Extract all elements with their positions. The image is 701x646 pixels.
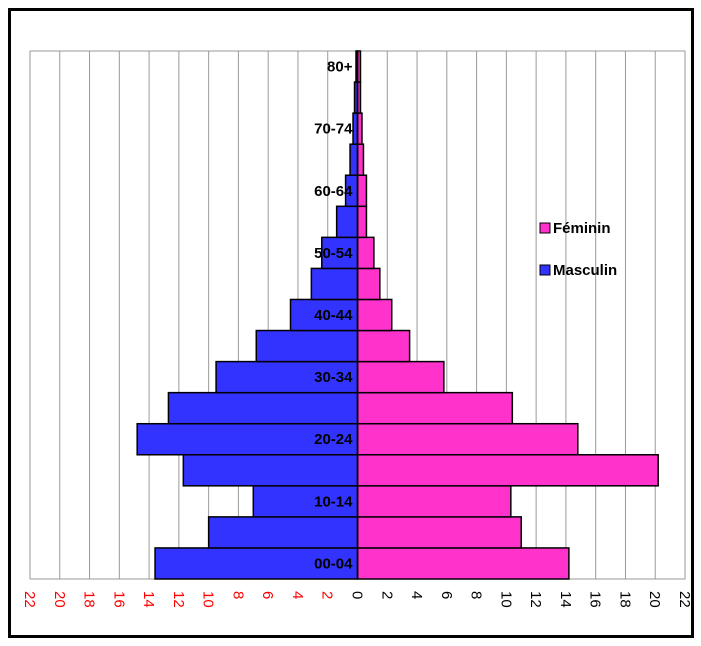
bar-feminin-20-24 [356,422,579,456]
tick-label: 22 [21,591,38,608]
tick-label: 6 [438,591,455,599]
bar-masculin-00-04 [154,547,359,580]
age-label-60-64: 60-64 [314,183,353,200]
legend-label-masculin: Masculin [553,262,617,279]
bar-masculin-05-09 [207,516,359,549]
bar-feminin-00-04 [356,547,570,580]
tick-label: 10 [200,591,217,608]
tick-label: 2 [378,591,395,599]
tick-label: 4 [408,591,425,599]
bar-feminin-10-14 [356,485,512,518]
bar-feminin-40-44 [356,298,393,332]
tick-label: 12 [170,591,187,608]
bar-feminin-45-49 [356,267,381,301]
tick-label: 20 [51,591,68,608]
tick-label: 8 [229,591,246,599]
legend-swatch-masculin [539,264,551,276]
population-pyramid-chart: 00-04 10-14 20-24 30-34 40-44 50-54 60-64 70-74… [21,50,691,608]
bar-feminin-55-59 [356,205,368,239]
age-label-30-34: 30-34 [314,369,353,386]
chart-frame: 00-04 10-14 20-24 30-34 40-44 50-54 60-64 70-74… [8,8,694,638]
tick-label: 14 [140,591,157,608]
tick-label: 10 [497,591,514,608]
bar-feminin-65-69 [356,143,365,176]
bar-feminin-25-29 [356,391,514,425]
age-label-70-74: 70-74 [314,121,353,138]
bar-masculin-20-24 [136,422,359,456]
tick-label: 4 [289,591,306,599]
tick-label: 16 [587,591,604,608]
age-label-00-04: 00-04 [314,555,353,572]
bar-masculin-55-59 [335,205,359,239]
legend-label-feminin: Féminin [553,220,611,237]
tick-label: 8 [468,591,485,599]
age-label-50-54: 50-54 [314,245,353,262]
bar-feminin-50-54 [356,236,375,270]
x-axis-ticks: 22 20 18 16 14 12 10 8 6 4 2 0 2 4 6 8 10 12 14 16 18 20 22 [21,591,691,608]
tick-label: 12 [527,591,544,608]
age-label-10-14: 10-14 [314,493,353,510]
tick-label: 22 [676,591,691,608]
age-labels: 00-04 10-14 20-24 30-34 40-44 50-54 60-64 70-74… [314,59,353,573]
bar-feminin-35-39 [356,329,411,363]
tick-label: 18 [81,591,98,608]
bar-masculin-15-19 [182,454,359,487]
tick-label: 20 [646,591,663,608]
tick-label: 2 [319,591,336,599]
legend-swatch-feminin [539,222,551,234]
tick-label: 16 [110,591,127,608]
bar-feminin-15-19 [356,454,659,487]
bar-masculin-25-29 [167,391,359,425]
tick-label: 6 [259,591,276,599]
bar-feminin-05-09 [356,516,522,549]
tick-label: 18 [616,591,633,608]
bar-masculin-45-49 [310,267,359,301]
tick-label: 0 [349,591,366,599]
age-label-20-24: 20-24 [314,431,353,448]
age-label-80+: 80+ [327,59,353,76]
age-label-40-44: 40-44 [314,307,353,324]
bar-feminin-30-34 [356,360,445,394]
bar-masculin-65-69 [349,143,359,176]
tick-label: 14 [557,591,574,608]
bar-masculin-35-39 [255,329,359,363]
legend: Féminin Masculin [539,220,617,279]
bar-feminin-60-64 [356,174,368,208]
